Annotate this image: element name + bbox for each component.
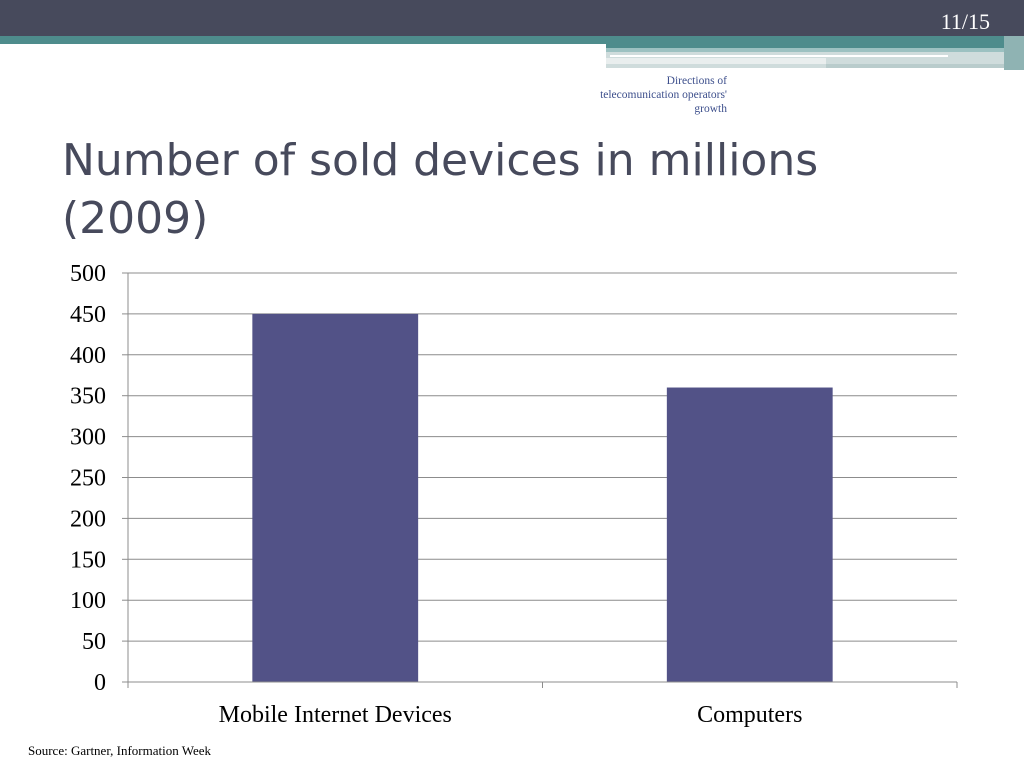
x-axis-ticks: Mobile Internet Devices Computers <box>127 682 958 728</box>
y-tick-label: 150 <box>70 547 106 573</box>
bars <box>252 313 833 682</box>
page-number: 11/15 <box>940 9 990 34</box>
header-band-cut <box>0 44 606 52</box>
y-tick-label: 200 <box>70 506 106 532</box>
y-tick-label: 450 <box>70 302 106 328</box>
header-band-right <box>1004 36 1024 70</box>
section-label: Directions of telecomunication operators… <box>600 75 727 115</box>
y-tick-label: 350 <box>70 384 106 410</box>
header-band-gray-accent <box>826 64 1024 68</box>
header-band-dark <box>0 0 1024 36</box>
bar-mobile-internet-devices <box>252 313 419 682</box>
y-tick-label: 50 <box>82 629 106 655</box>
header-band-line <box>610 55 948 57</box>
x-tick-label: Mobile Internet Devices <box>219 702 452 728</box>
bar-chart: 0 50 100 150 200 250 300 350 400 450 500 Mobile In… <box>0 261 1024 732</box>
source-note: Source: Gartner, Information Week <box>28 743 212 758</box>
bar-chart-svg: 0 50 100 150 200 250 300 350 400 450 500 Mobile In… <box>70 261 958 728</box>
y-tick-label: 250 <box>70 466 106 492</box>
y-tick-label: 500 <box>70 262 106 287</box>
x-tick-label: Computers <box>697 702 802 728</box>
y-tick-label: 300 <box>70 425 106 451</box>
bar-computers <box>666 387 833 682</box>
y-axis-ticks: 0 50 100 150 200 250 300 350 400 450 500 <box>70 261 128 696</box>
header-band-gray-light <box>606 58 826 64</box>
y-tick-label: 400 <box>70 343 106 369</box>
y-tick-label: 100 <box>70 588 106 614</box>
y-tick-label: 0 <box>94 670 106 696</box>
slide-title: Number of sold devices in millions (2009… <box>62 135 819 244</box>
